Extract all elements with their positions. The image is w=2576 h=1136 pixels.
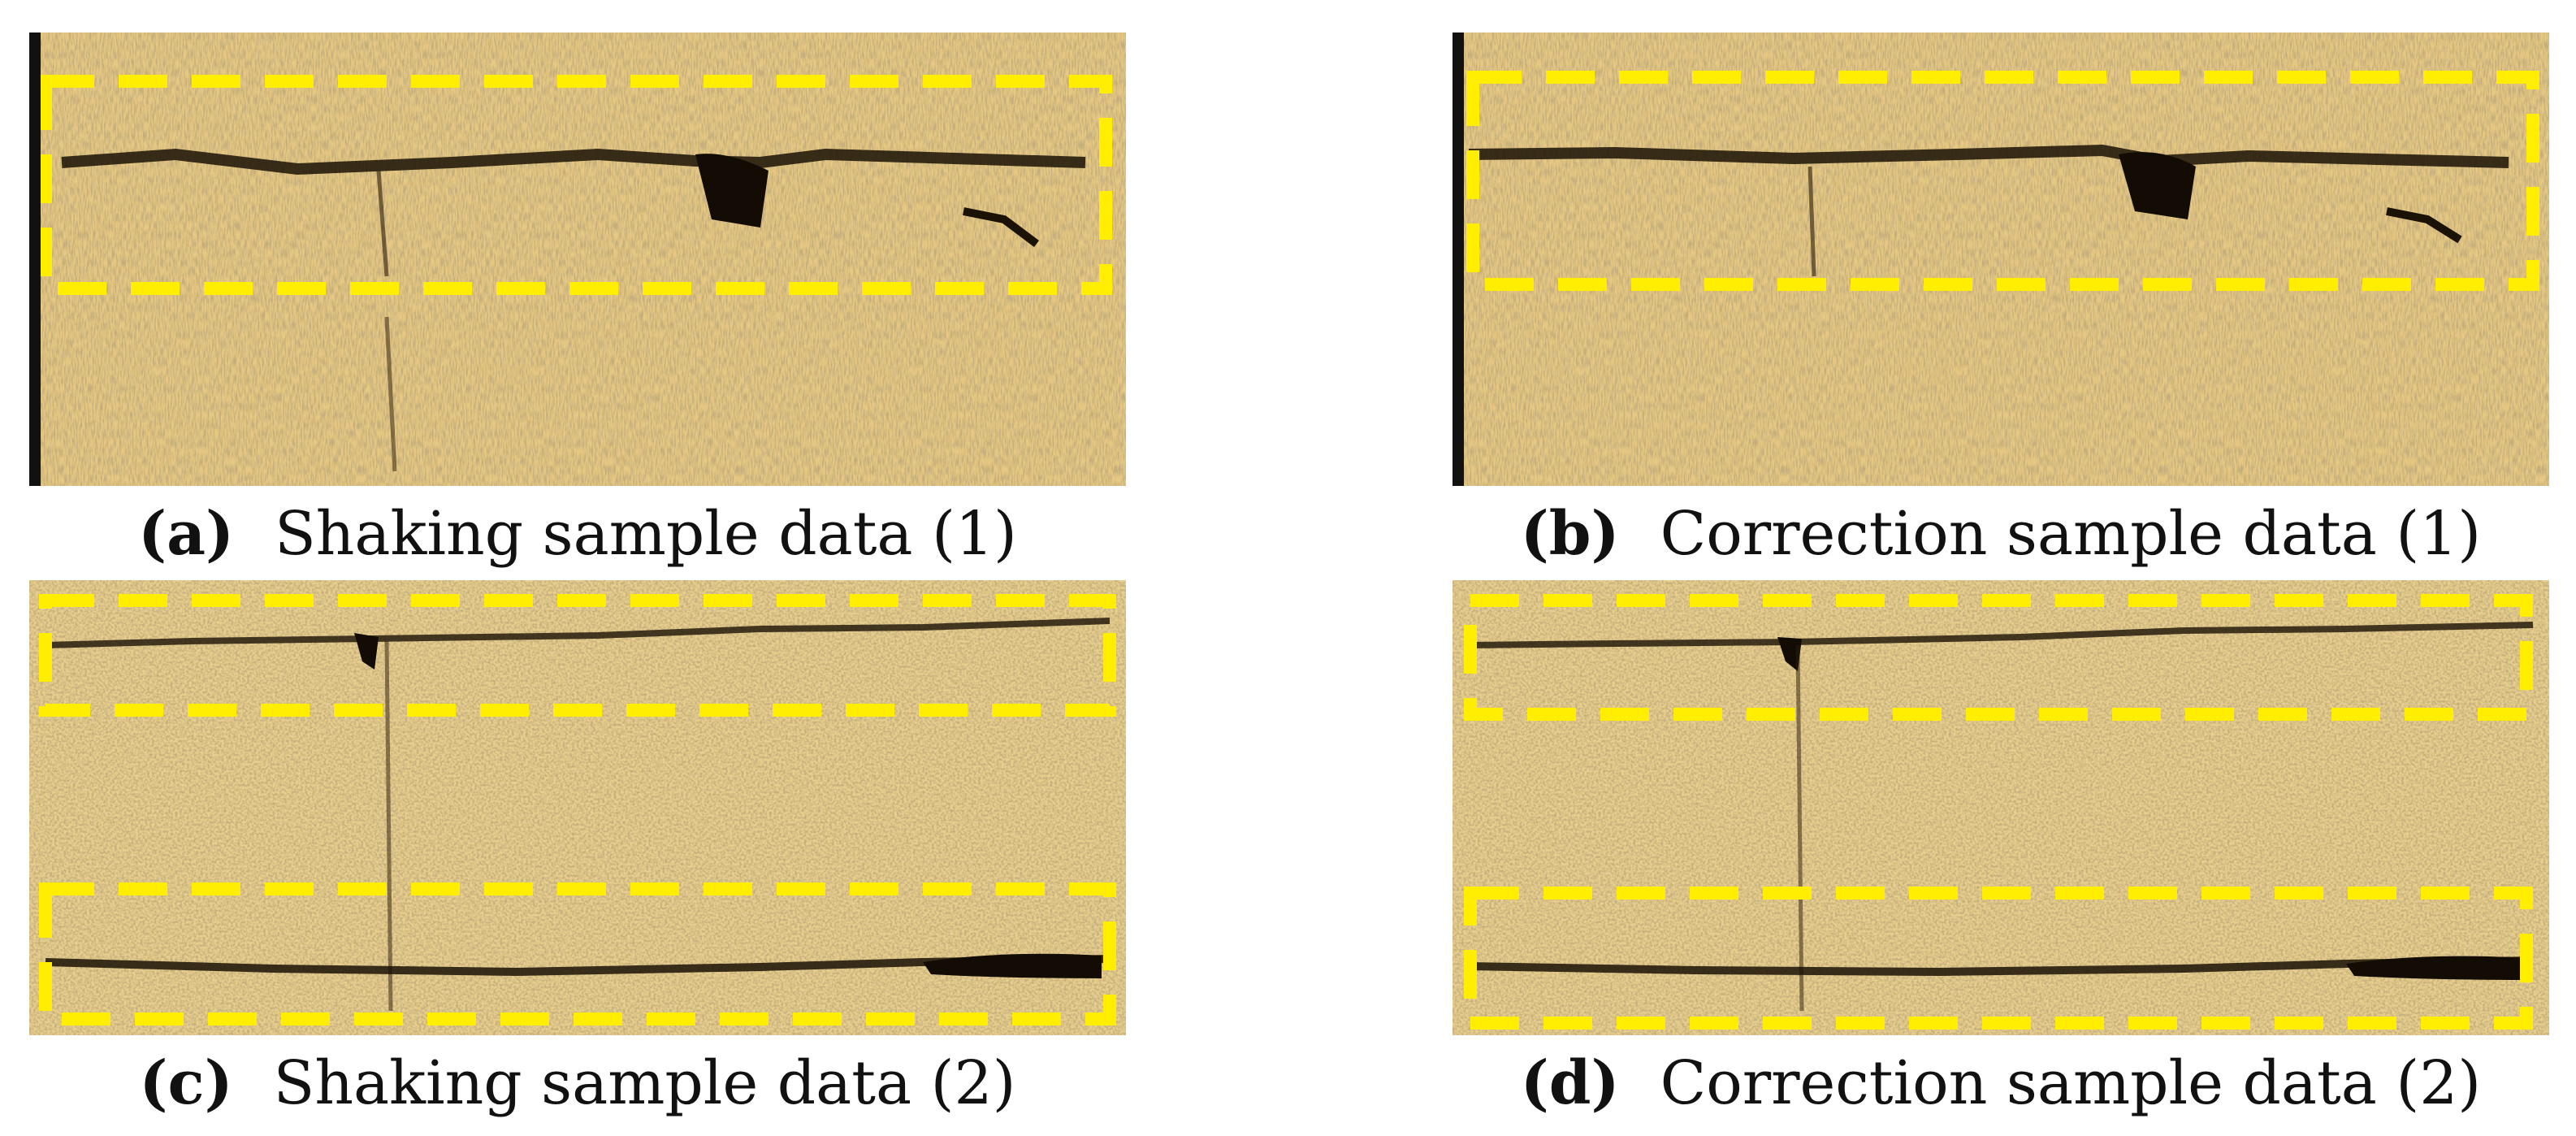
caption-b: (b) Correction sample data (1)	[1453, 504, 2549, 564]
sonar-image-shaking-2	[29, 580, 1126, 1035]
image-edge	[1453, 33, 1464, 486]
caption-a: (a) Shaking sample data (1)	[29, 504, 1126, 564]
panel-d: (d) Correction sample data (2)	[1453, 580, 2549, 1133]
sonar-image-correction-1	[1453, 33, 2549, 486]
caption-tag: (b)	[1520, 499, 1620, 569]
caption-label: Correction sample data (2)	[1660, 1048, 2482, 1118]
sonar-image-correction-2	[1453, 580, 2549, 1035]
panel-b: (b) Correction sample data (1)	[1453, 33, 2549, 601]
caption-tag: (d)	[1520, 1048, 1620, 1118]
caption-label: Correction sample data (1)	[1660, 499, 2482, 569]
panel-a: (a) Shaking sample data (1)	[29, 33, 1126, 601]
image-edge	[29, 33, 41, 486]
caption-label: Shaking sample data (2)	[273, 1048, 1016, 1118]
caption-tag: (a)	[138, 499, 235, 569]
sonar-image-shaking-1	[29, 33, 1126, 486]
panel-c: (c) Shaking sample data (2)	[29, 580, 1126, 1133]
caption-c: (c) Shaking sample data (2)	[29, 1053, 1126, 1113]
caption-d: (d) Correction sample data (2)	[1453, 1053, 2549, 1113]
caption-label: Shaking sample data (1)	[275, 499, 1017, 569]
caption-tag: (c)	[139, 1048, 233, 1118]
